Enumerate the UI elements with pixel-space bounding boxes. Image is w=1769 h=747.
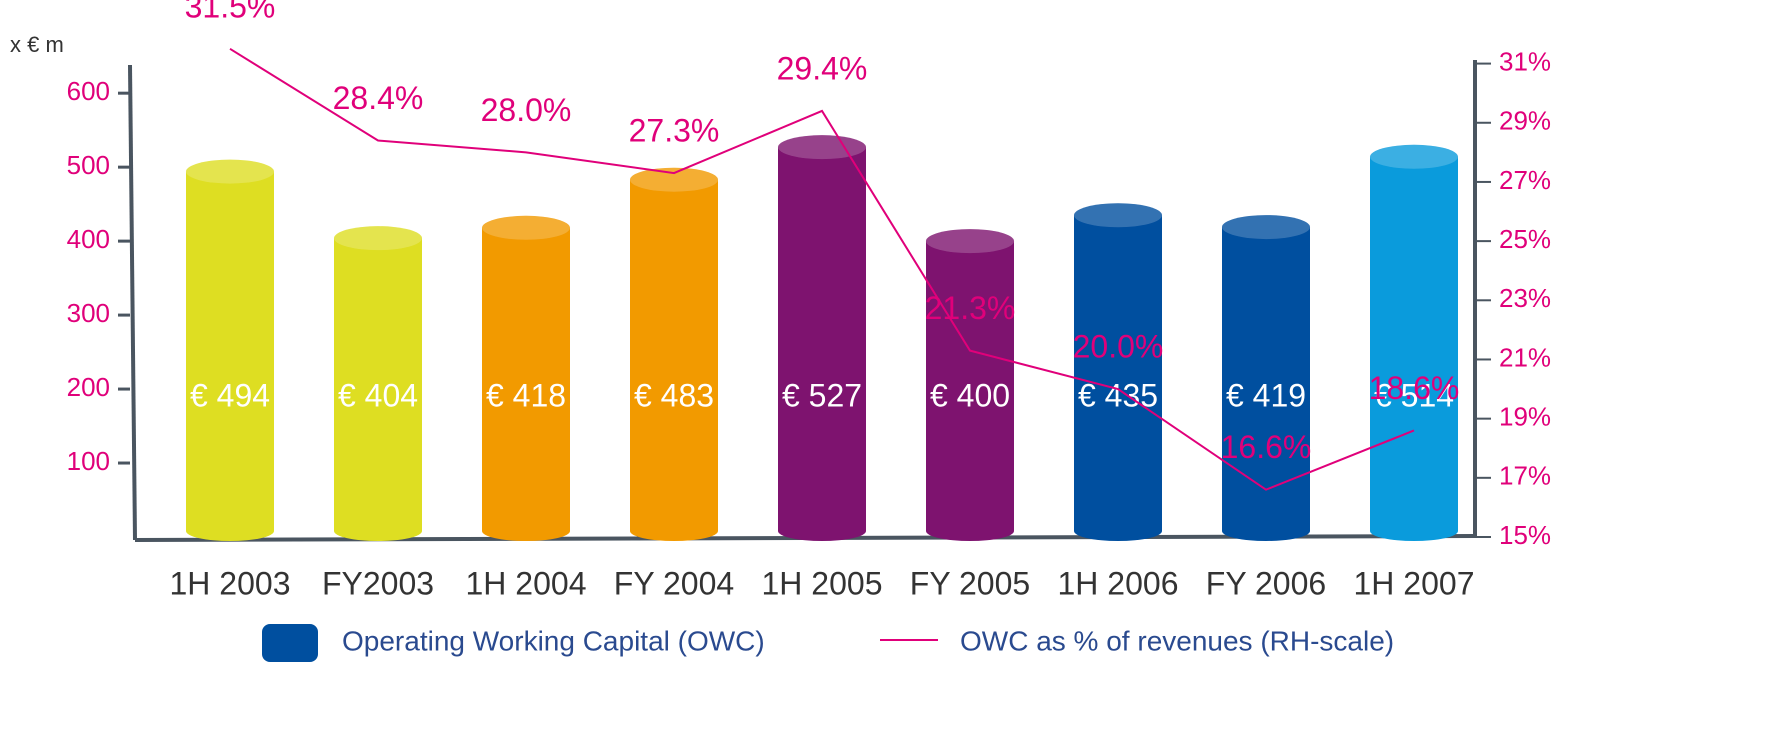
y2-tick-label: 25%	[1499, 224, 1551, 254]
bar	[334, 238, 422, 532]
bar-value-label: € 483	[634, 377, 714, 413]
bar-top	[778, 135, 866, 160]
bar-top-highlight	[186, 159, 274, 184]
y-tick-label: 100	[67, 446, 110, 476]
bar-value-label: € 404	[338, 377, 418, 413]
bar-value-label: € 418	[486, 377, 566, 413]
bar-value-label: € 400	[930, 377, 1010, 413]
x-tick-label: FY 2004	[614, 565, 734, 601]
bar-top	[926, 229, 1014, 254]
x-tick-label: FY2003	[322, 565, 434, 601]
bar-value-label: € 419	[1226, 377, 1306, 413]
y2-tick-label: 21%	[1499, 342, 1551, 372]
bar-top-highlight	[926, 229, 1014, 254]
bar-top	[1222, 215, 1310, 240]
bar-top	[1074, 203, 1162, 228]
bar	[1222, 227, 1310, 531]
bar	[778, 147, 866, 532]
y2-tick-label: 17%	[1499, 461, 1551, 491]
line-value-label: 28.4%	[333, 80, 424, 116]
x-tick-label: FY 2005	[910, 565, 1030, 601]
y2-tick-label: 19%	[1499, 402, 1551, 432]
line-value-label: 27.3%	[629, 113, 720, 149]
y2-tick-label: 29%	[1499, 106, 1551, 136]
bar-top	[630, 167, 718, 192]
bar-top-highlight	[482, 215, 570, 240]
legend-label: Operating Working Capital (OWC)	[342, 625, 765, 656]
x-tick-label: 1H 2004	[466, 565, 587, 601]
line	[229, 47, 1415, 491]
y2-tick-label: 27%	[1499, 165, 1551, 195]
bar	[630, 179, 718, 532]
bar	[1074, 215, 1162, 531]
bar-top-highlight	[630, 167, 718, 192]
bar-top-highlight	[334, 226, 422, 251]
bar-top	[186, 159, 274, 184]
line-value-label: 20.0%	[1073, 329, 1164, 365]
y2-tick-label: 15%	[1499, 520, 1551, 550]
legend-label: OWC as % of revenues (RH-scale)	[960, 625, 1394, 656]
bar	[482, 227, 570, 531]
x-tick-label: FY 2006	[1206, 565, 1326, 601]
y-axis	[128, 64, 137, 541]
x-tick-label: 1H 2005	[762, 565, 883, 601]
bar-value-label: € 527	[782, 377, 862, 413]
line-value-label: 29.4%	[777, 50, 868, 86]
y2-tick-label: 23%	[1499, 283, 1551, 313]
y-tick-label: 600	[67, 76, 110, 106]
line-value-label: 28.0%	[481, 92, 572, 128]
bar-top-highlight	[1370, 144, 1458, 169]
legend-swatch	[262, 624, 318, 662]
bar-value-label: € 494	[190, 377, 270, 413]
bar-top-highlight	[778, 135, 866, 160]
x-tick-label: 1H 2007	[1354, 565, 1475, 601]
line-value-label: 16.6%	[1221, 429, 1312, 465]
y-tick-label: 500	[67, 150, 110, 180]
x-tick-label: 1H 2006	[1058, 565, 1179, 601]
line-value-label: 18.6%	[1369, 370, 1460, 406]
bar-value-label: € 514	[1374, 377, 1454, 413]
bar-top	[334, 226, 422, 251]
bar-top-highlight	[1074, 203, 1162, 228]
bar	[186, 171, 274, 531]
y-tick-label: 200	[67, 372, 110, 402]
bar-top	[482, 215, 570, 240]
bar	[926, 241, 1014, 531]
y-axis-label: x € m	[10, 32, 64, 57]
x-tick-label: 1H 2003	[170, 565, 291, 601]
bar-top-highlight	[1222, 215, 1310, 240]
y2-tick-label: 31%	[1499, 46, 1551, 76]
y-tick-label: 400	[67, 224, 110, 254]
y-tick-label: 300	[67, 298, 110, 328]
bar-top	[1370, 144, 1458, 169]
bar	[1370, 156, 1458, 531]
line-value-label: 21.3%	[925, 290, 1016, 326]
line-value-label: 31.5%	[185, 0, 276, 24]
